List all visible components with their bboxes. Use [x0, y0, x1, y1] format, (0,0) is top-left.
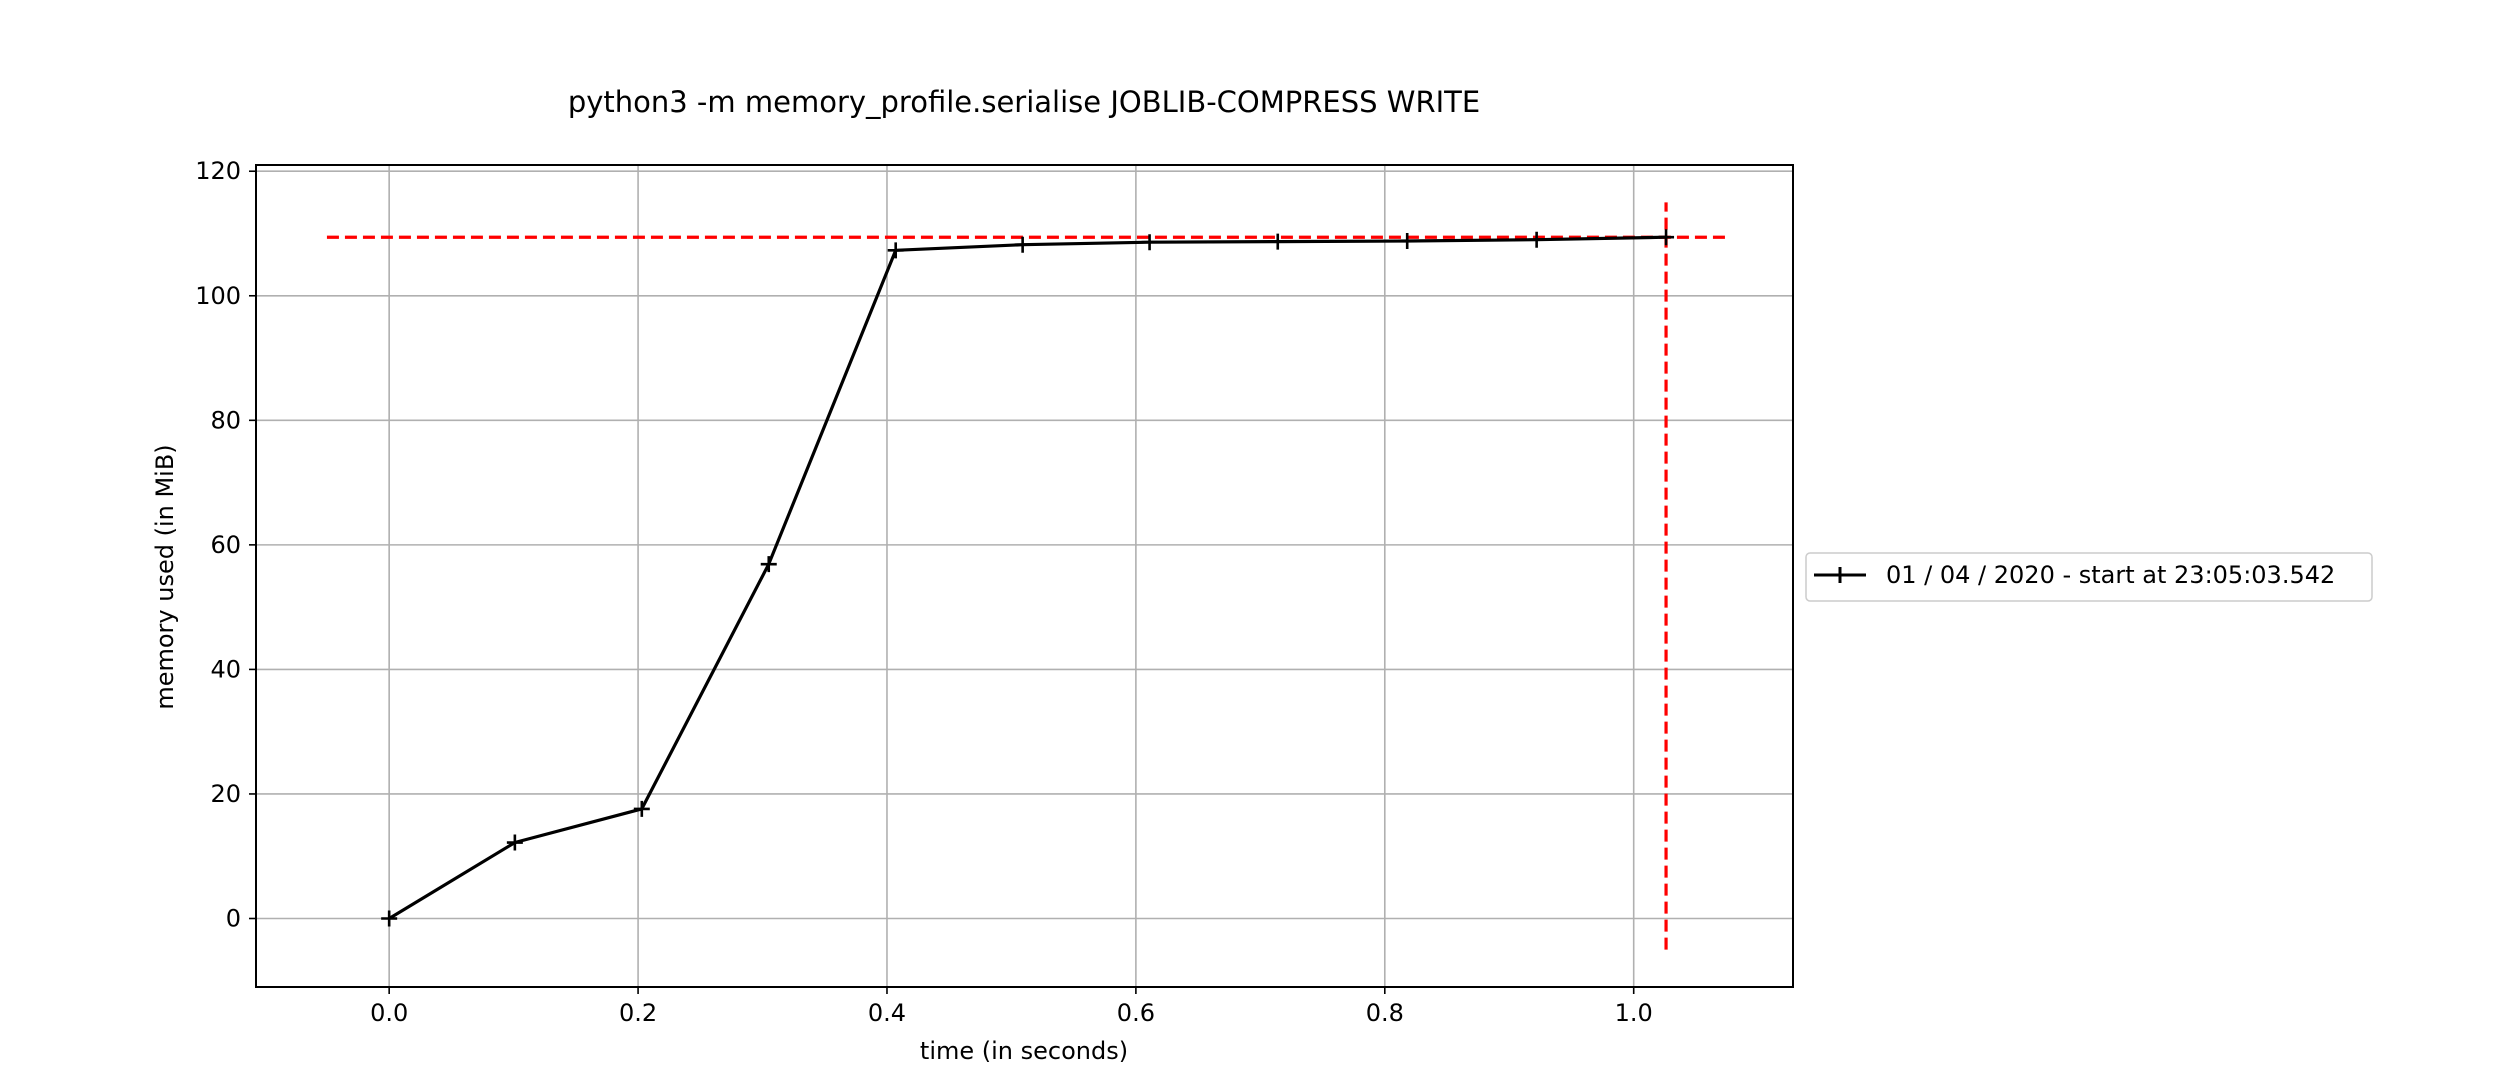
x-tick-label: 0.2 [619, 999, 657, 1027]
x-ticks-layer: 0.0 0.2 0.4 0.6 0.8 1.0 [370, 987, 1653, 1027]
data-point-marker [1399, 232, 1416, 249]
x-tick-label: 0.6 [1117, 999, 1155, 1027]
series-layer [381, 229, 1675, 927]
legend: 01 / 04 / 2020 - start at 23:05:03.542 [1805, 552, 2373, 602]
grid-layer [256, 165, 1793, 987]
legend-label: 01 / 04 / 2020 - start at 23:05:03.542 [1886, 561, 2335, 589]
data-point-marker [1528, 231, 1545, 248]
data-point-marker [887, 242, 904, 259]
data-point-marker [1658, 229, 1675, 246]
data-point-marker [506, 834, 523, 851]
data-point-marker [1014, 236, 1031, 253]
x-tick-label: 0.0 [370, 999, 408, 1027]
data-point-marker [1141, 234, 1158, 251]
y-tick-label: 60 [210, 531, 241, 559]
legend-box [1805, 552, 2373, 602]
y-ticks-layer: 0 20 40 60 80 100 120 [195, 157, 256, 933]
y-tick-label: 40 [210, 655, 241, 683]
plot-frame [255, 164, 1794, 988]
x-tick-label: 1.0 [1615, 999, 1653, 1027]
x-tick-label: 0.8 [1366, 999, 1404, 1027]
y-tick-label: 80 [210, 406, 241, 434]
y-tick-label: 120 [195, 157, 241, 185]
data-point-marker [760, 556, 777, 573]
x-tick-label: 0.4 [868, 999, 906, 1027]
y-tick-label: 100 [195, 282, 241, 310]
data-point-marker [1269, 233, 1286, 250]
chart-title: python3 -m memory_profile.serialise JOBL… [568, 85, 1480, 119]
data-point-marker [381, 910, 398, 927]
reference-lines-layer [326, 202, 1728, 950]
y-tick-label: 20 [210, 780, 241, 808]
legend-marker-sample [1832, 567, 1848, 583]
y-axis-label: memory used (in MiB) [151, 444, 179, 709]
x-axis-label: time (in seconds) [920, 1037, 1128, 1065]
data-point-marker [633, 800, 650, 817]
y-tick-label: 0 [226, 905, 241, 933]
